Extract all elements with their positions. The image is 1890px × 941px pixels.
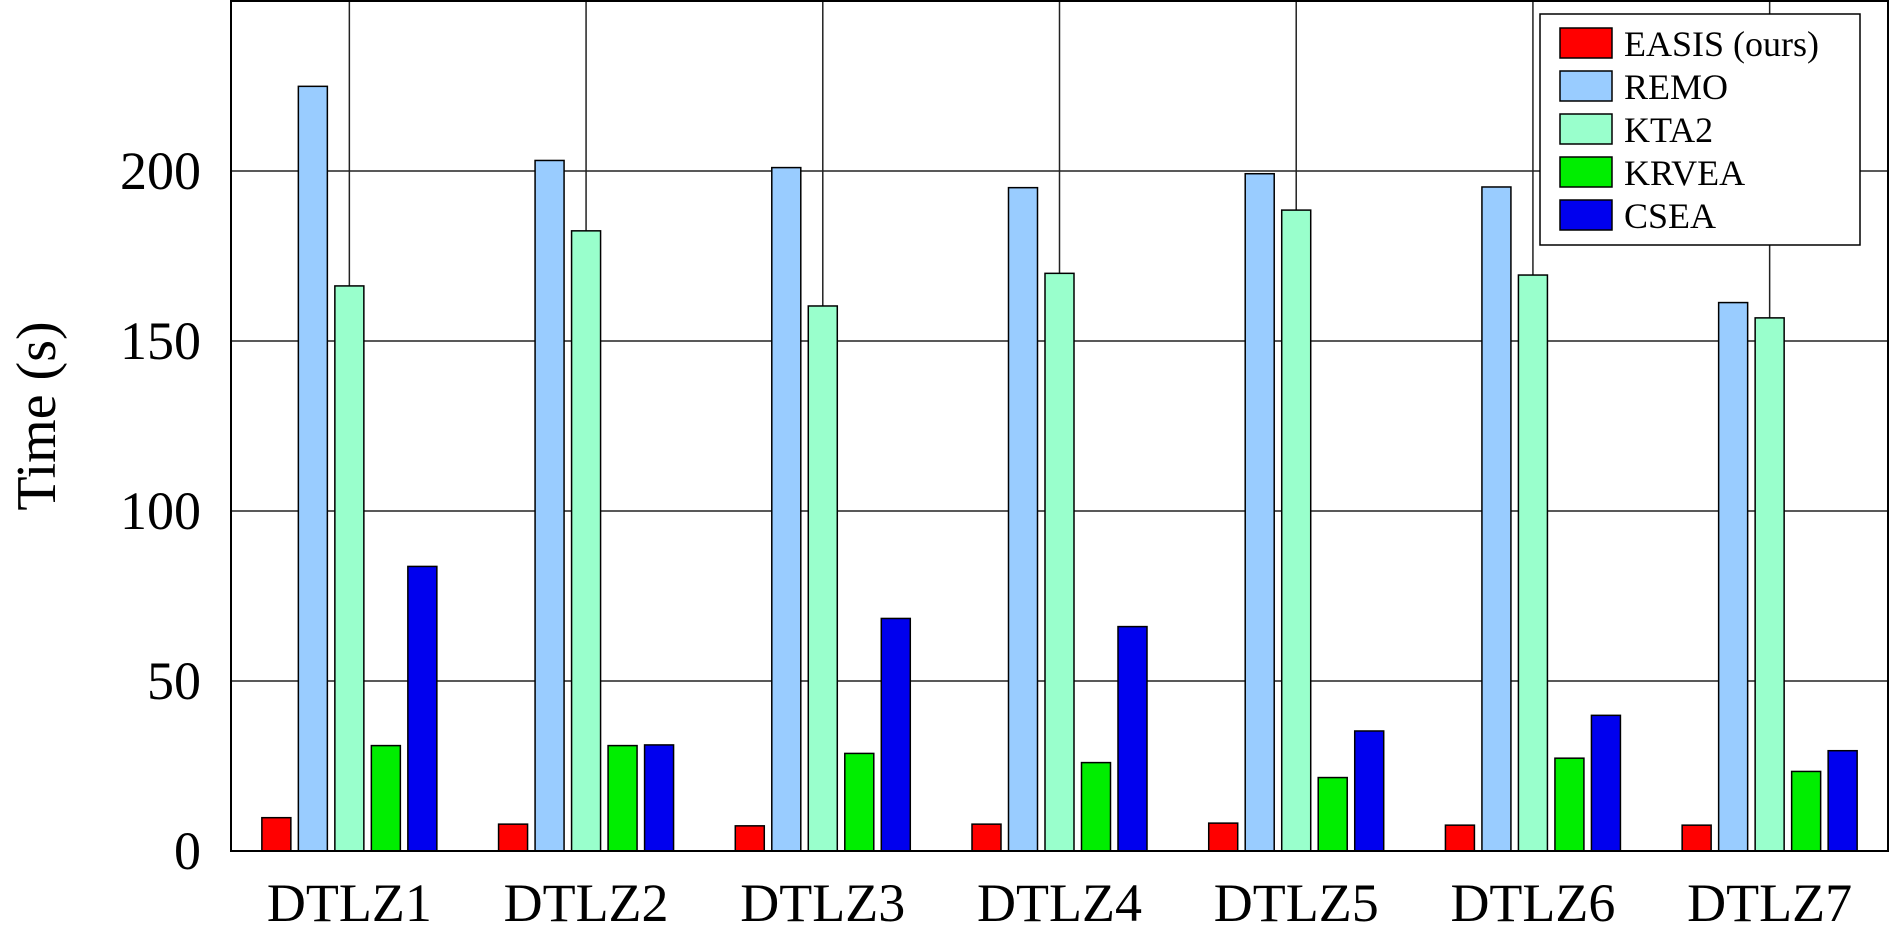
- legend-swatch: [1559, 27, 1613, 59]
- bar: [497, 823, 529, 852]
- x-tick-label: DTLZ1: [267, 873, 432, 933]
- legend-swatch: [1559, 70, 1613, 102]
- bar: [1481, 186, 1512, 852]
- legend-swatch: [1559, 113, 1613, 145]
- bar: [1353, 730, 1385, 852]
- bar: [971, 823, 1002, 852]
- bar: [880, 617, 912, 852]
- x-tick-label: DTLZ6: [1450, 873, 1615, 933]
- legend-swatch: [1559, 199, 1613, 231]
- bar: [1827, 749, 1858, 852]
- bar: [1444, 824, 1476, 852]
- y-axis-label: Time (s): [6, 321, 68, 510]
- bar: [297, 85, 329, 852]
- bar: [370, 744, 402, 852]
- legend-label: CSEA: [1624, 196, 1716, 236]
- bar: [261, 816, 292, 852]
- bar: [1007, 186, 1039, 852]
- x-tick-label: DTLZ4: [977, 873, 1142, 933]
- y-tick-label: 0: [174, 821, 201, 881]
- bar: [807, 305, 839, 852]
- bar: [1590, 714, 1622, 852]
- bar: [1044, 272, 1075, 852]
- bar: [1280, 209, 1312, 852]
- bar: [1117, 625, 1148, 852]
- y-tick-label: 100: [120, 481, 201, 541]
- legend-label: KTA2: [1624, 110, 1713, 150]
- legend-swatch: [1559, 156, 1613, 188]
- bar: [334, 285, 365, 852]
- y-tick-label: 150: [120, 311, 201, 371]
- bar: [1207, 822, 1239, 852]
- legend-label: KRVEA: [1624, 153, 1745, 193]
- bar: [1554, 757, 1585, 852]
- bar: [1244, 172, 1275, 852]
- bar: [407, 565, 438, 852]
- x-tick-label: DTLZ3: [740, 873, 905, 933]
- bar: [1790, 770, 1822, 852]
- bars: [261, 85, 1858, 852]
- tick-labels: 0 50 100 150 200 DTLZ1 DTLZ2 DTLZ3 DTLZ4 DTLZ5 DTL…: [120, 141, 1852, 933]
- bar: [734, 825, 766, 852]
- bar: [643, 744, 675, 852]
- bar: [1317, 776, 1348, 852]
- x-tick-label: DTLZ2: [504, 873, 669, 933]
- bar: [1681, 824, 1712, 852]
- y-tick-label: 200: [120, 141, 201, 201]
- bar: [1080, 761, 1112, 852]
- plot-frame: [230, 0, 1889, 852]
- bar: [1717, 301, 1749, 852]
- bar: [771, 166, 802, 852]
- bar: [844, 752, 875, 852]
- y-tick-label: 50: [147, 651, 201, 711]
- x-tick-label: DTLZ5: [1214, 873, 1379, 933]
- bar: [607, 744, 638, 852]
- legend-label: EASIS (ours): [1624, 24, 1819, 64]
- bar: [1754, 317, 1785, 852]
- bar: [534, 159, 565, 852]
- x-tick-label: DTLZ7: [1687, 873, 1852, 933]
- legend-label: REMO: [1624, 67, 1728, 107]
- bar: [570, 230, 602, 852]
- bar: [1517, 274, 1549, 852]
